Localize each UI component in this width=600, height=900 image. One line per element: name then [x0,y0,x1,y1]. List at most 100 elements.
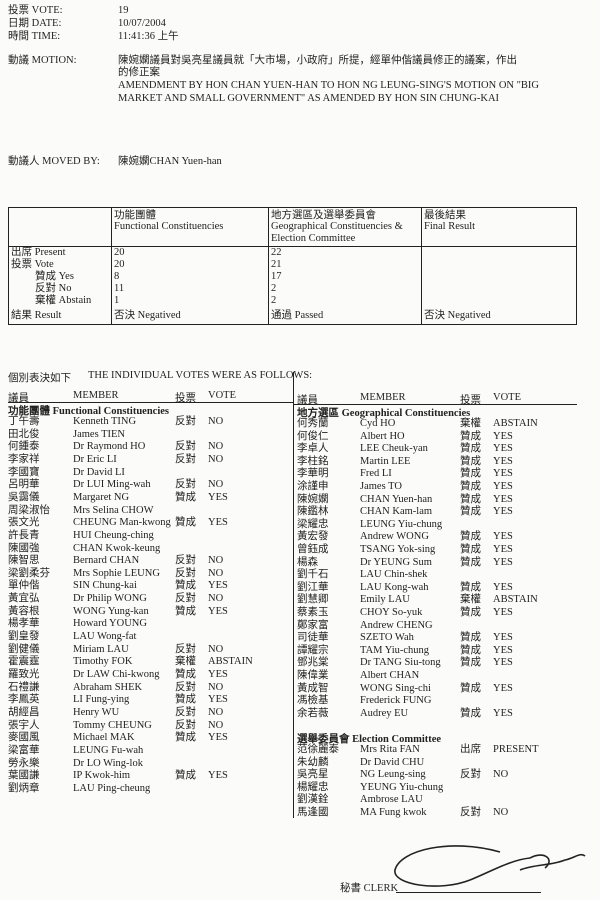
vote-en: ABSTAIN [493,418,538,429]
vote-en: YES [208,580,228,592]
member-name-zh: 李柱銘 [297,455,329,467]
member-name-en: YEUNG Yiu-chung [360,781,444,793]
member-name-en: LEUNG Yiu-chung [360,518,443,530]
vote-zh: 贊成 [175,517,196,529]
member-name-zh: 劉慧卿 [297,594,329,606]
vote-label: 投票 VOTE: [8,5,63,16]
member-name-en: Dr Raymond HO [73,441,146,453]
member-name-zh: 黃容根 [8,605,40,617]
vote-zh: 贊成 [460,657,481,669]
member-name-zh: 李鳳英 [8,694,40,706]
vote-en: NO [208,567,224,579]
member-name-zh: 陳國強 [8,542,40,554]
vote-zh: 反對 [460,807,481,818]
vote-en: PRESENT [493,744,539,755]
member-name-en: IP Kwok-him [73,770,131,782]
member-name-en: Dr Eric LI [73,453,117,465]
member-name-en: Miriam LAU [73,643,129,655]
member-name-zh: 楊耀忠 [297,781,329,793]
member-name-zh: 鄧兆棠 [297,657,329,669]
vote-en: YES [208,732,228,744]
member-name-zh: 李家祥 [8,453,40,465]
vote-en: YES [208,694,228,706]
member-name-zh: 范徐麗泰 [297,744,339,755]
vote-en: YES [208,517,228,529]
vote-zh: 棄權 [460,594,481,606]
vote-en: YES [208,669,228,680]
member-name-zh: 田北俊 [8,428,40,440]
vote-zh: 贊成 [460,443,481,455]
member-name-en: Margaret NG [73,491,130,503]
vote-en: YES [493,581,513,593]
member-name-en: Dr LO Wing-lok [73,757,143,769]
motion-label: 動議 MOTION: [8,55,77,66]
vote-zh: 反對 [175,416,196,427]
member-name-zh: 許長青 [8,529,40,541]
vote-en: ABSTAIN [208,656,253,668]
member-name-zh: 劉漢銓 [297,794,329,806]
member-name-zh: 劉千石 [297,569,329,581]
motion-en-line2: MARKET AND SMALL GOVERNMENT" AS AMENDED … [118,93,500,104]
motion-zh-line1: 陳婉嫻議員對吳亮星議員就「大市場，小政府」所提，經單仲偕議員修正的議案，作出 [118,55,517,66]
vote-zh: 贊成 [460,493,481,505]
vote-zh: 反對 [175,681,196,693]
vote-zh: 贊成 [175,694,196,706]
vote-en: YES [208,770,228,782]
member-name-en: CHEUNG Man-kwong [73,517,171,529]
member-name-en: Dr Philip WONG [73,593,147,605]
member-name-en: Emily LAU [360,594,410,606]
vote-en: NO [208,706,224,718]
member-name-en: LAU Ping-cheung [73,782,151,794]
member-name-en: TAM Yiu-chung [360,644,430,656]
member-name-en: Kenneth TING [73,416,137,427]
member-name-en: LAU Wong-fat [73,631,137,643]
vote-en: YES [493,455,513,467]
member-name-zh: 胡經昌 [8,706,40,718]
vote-zh: 贊成 [460,468,481,480]
vote-en: NO [208,479,224,491]
member-name-zh: 何俊仁 [297,430,329,442]
member-name-en: Andrew CHENG [360,619,433,631]
vote-zh: 反對 [175,643,196,655]
left-col-vote-en: VOTE [208,390,236,401]
vote-en: YES [208,605,228,617]
member-name-en: Andrew WONG [360,531,429,543]
vote-zh: 贊成 [460,581,481,593]
vote-zh: 反對 [175,706,196,718]
member-name-en: Fred LI [360,468,392,480]
vote-zh: 贊成 [175,605,196,617]
member-name-zh: 楊森 [297,556,318,568]
member-name-zh: 陳鑑林 [297,506,329,518]
member-name-en: SZETO Wah [360,632,414,644]
member-name-zh: 黃成智 [297,682,329,694]
fc-value: 20 [114,259,125,270]
member-name-en: Albert HO [360,430,405,442]
final-header-zh: 最後結果 [424,210,466,221]
member-name-zh: 劉炳章 [8,782,40,794]
member-name-en: Dr LUI Ming-wah [73,479,151,491]
fc-section-title: 功能團體 Functional Constituencies [8,406,170,417]
member-name-en: Dr LAW Chi-kwong [73,669,160,680]
member-name-zh: 何秀蘭 [297,418,329,429]
vote-zh: 贊成 [460,544,481,555]
ec-section-title: 選舉委員會 Election Committee [297,734,442,745]
vote-en: YES [493,430,513,442]
member-name-zh: 李國寶 [8,466,40,478]
vote-zh: 贊成 [460,556,481,568]
gc-section-title: 地方選區 Geographical Constituencies [297,408,471,419]
vote-zh: 贊成 [460,607,481,618]
clerk-label: 秘書 CLERK [340,883,399,894]
clerk-signature-line [396,892,541,893]
vote-en: YES [493,493,513,505]
gc-value: 2 [271,283,277,294]
vote-zh: 棄權 [175,656,196,668]
member-name-en: Tommy CHEUNG [73,719,152,731]
column-divider [293,372,294,818]
clerk-signature [394,845,586,887]
vote-en: YES [493,657,513,669]
vote-en: YES [208,491,228,503]
member-name-zh: 司徒華 [297,632,329,644]
vote-en: YES [493,556,513,568]
motion-en-line1: AMENDMENT BY HON CHAN YUEN-HAN TO HON NG… [118,80,540,91]
